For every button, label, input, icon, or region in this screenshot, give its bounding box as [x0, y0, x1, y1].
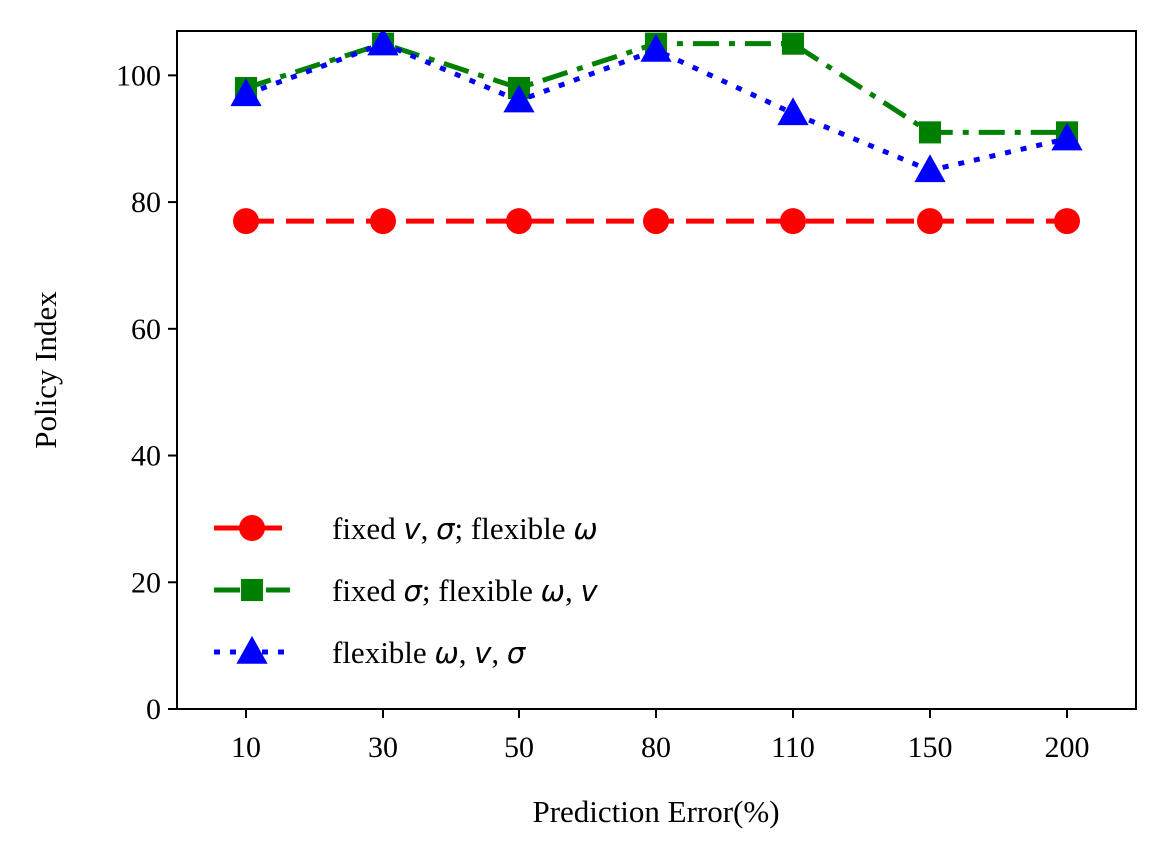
legend-item-3: flexible ω, v, σ	[214, 635, 527, 670]
series-2-point-150	[918, 121, 942, 144]
series-3-point-50	[503, 84, 535, 113]
series-2-point-110	[781, 32, 805, 55]
y-tick-label: 60	[131, 313, 161, 346]
y-tick-label: 80	[131, 186, 161, 219]
series-1-point-80	[643, 208, 669, 235]
series-3-point-150	[914, 154, 946, 183]
x-tick-label: 30	[368, 731, 398, 764]
series-1-point-110	[780, 208, 806, 235]
series-1-point-50	[506, 208, 532, 235]
legend-label-1: fixed v, σ; flexible ω	[332, 511, 598, 546]
series-3-point-110	[777, 97, 809, 126]
y-tick-label: 0	[146, 693, 161, 726]
y-tick-label: 40	[131, 440, 161, 473]
series-3	[230, 31, 1083, 183]
legend-label-3: flexible ω, v, σ	[332, 635, 527, 670]
series-1-point-10	[233, 208, 259, 235]
legend-marker-1	[239, 515, 265, 541]
legend-label-2: fixed σ; flexible ω, v	[332, 573, 598, 608]
x-tick-label: 150	[908, 731, 953, 764]
x-tick-label: 80	[641, 731, 671, 764]
series-3-point-30	[367, 31, 399, 56]
series-group	[230, 31, 1083, 235]
series-3-point-10	[230, 78, 262, 107]
series-1	[233, 208, 1080, 235]
x-tick-label: 110	[771, 731, 815, 764]
legend-marker-2	[240, 578, 264, 602]
x-tick-label: 200	[1045, 731, 1090, 764]
legend-item-2: fixed σ; flexible ω, v	[214, 573, 598, 608]
x-tick-label: 10	[231, 731, 261, 764]
x-tick-label: 50	[504, 731, 534, 764]
y-axis-label: Policy Index	[28, 291, 63, 449]
legend-marker-3	[236, 635, 268, 664]
series-3-point-80	[640, 33, 672, 62]
y-tick-label: 20	[131, 566, 161, 599]
axes: 10 30 50 80 110 150 200 0 20 40 60 80 100	[116, 30, 1137, 764]
plot-area	[230, 31, 1083, 235]
series-1-point-200	[1054, 208, 1080, 235]
y-tick-label: 100	[116, 59, 161, 92]
series-1-point-150	[917, 208, 943, 235]
legend: fixed v, σ; flexible ω fixed σ; flexible …	[214, 511, 598, 670]
x-axis-label: Prediction Error(%)	[532, 794, 779, 829]
series-1-point-30	[370, 208, 396, 235]
series-3-point-200	[1051, 122, 1083, 151]
legend-item-1: fixed v, σ; flexible ω	[214, 511, 598, 546]
